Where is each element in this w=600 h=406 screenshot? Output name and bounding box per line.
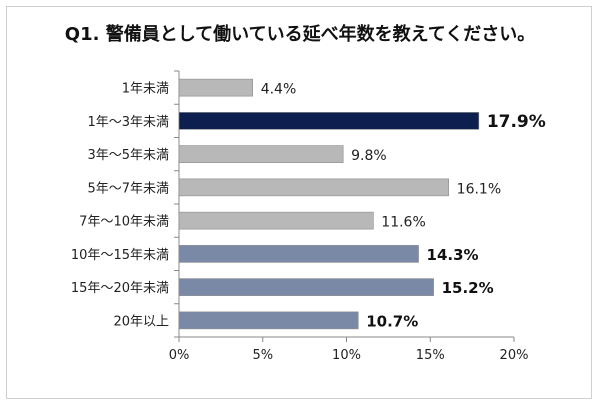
bar [178,278,434,296]
value-label: 4.4% [261,82,297,98]
chart-frame [6,6,592,399]
bar [178,178,449,197]
category-label: 10年～15年未満 [71,248,169,263]
value-label: 15.2% [442,279,494,297]
category-label: 3年～5年未満 [87,148,169,163]
value-label: 10.7% [366,312,418,330]
bar [178,78,253,97]
value-label: 14.3% [427,246,479,264]
x-tick-label: 20% [500,348,529,363]
bar [178,211,374,230]
x-tick-label: 10% [332,348,361,363]
value-label: 9.8% [351,148,387,164]
category-label: 7年～10年未満 [79,215,169,230]
x-tick-label: 0% [169,348,190,363]
category-label: 1年～3年未満 [87,115,169,130]
bar [178,145,344,163]
category-label: 5年～7年未満 [87,181,169,196]
category-label: 1年未満 [122,82,169,97]
bar [178,311,359,330]
x-tick-label: 15% [416,348,445,363]
value-label: 11.6% [381,215,425,231]
x-tick-label: 5% [252,348,273,363]
bar [178,245,419,263]
category-label: 15年～20年未満 [71,281,169,296]
bar [178,112,480,130]
category-label: 20年以上 [113,314,169,329]
chart-title: Q1. 警備員として働いている延べ年数を教えてください。 [64,24,536,45]
value-label: 16.1% [457,181,501,197]
value-label: 17.9% [487,112,546,132]
